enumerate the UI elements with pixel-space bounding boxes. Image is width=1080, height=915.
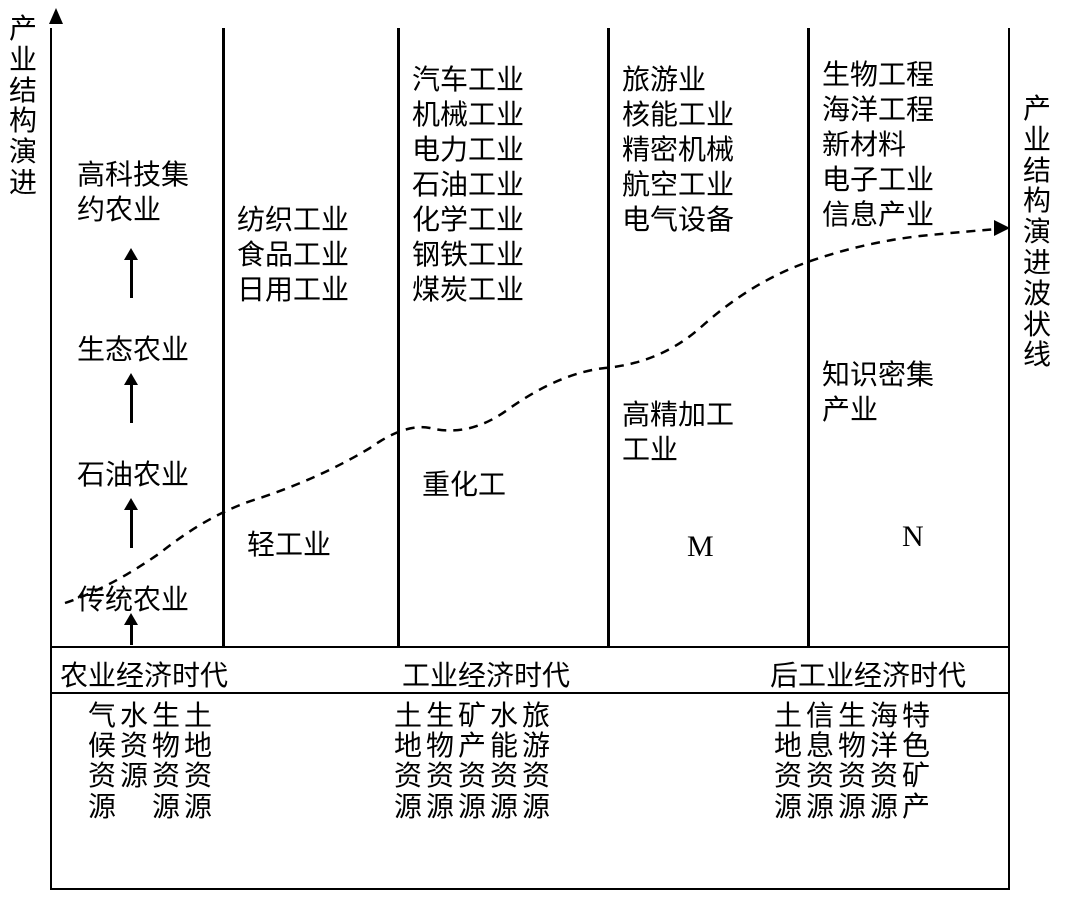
col2-lower: 轻工业 [247, 528, 331, 563]
diagram-container: 产 业 结 构 演 进 产 业 结 构 演 进 波 状 线 传统农业 石油农业 … [50, 10, 1010, 890]
arrow-up-icon [130, 383, 133, 423]
col3-upper: 汽车工业 机械工业 电力工业 石油工业 化学工业 钢铁工业 煤炭工业 [412, 63, 524, 308]
res-item: 气 候 资 源 [86, 702, 118, 823]
stage-eco-agri: 生态农业 [77, 333, 189, 368]
stage-hitech-agri: 高科技集 约农业 [77, 158, 189, 228]
col5-upper: 生物工程 海洋工程 新材料 电子工业 信息产业 [822, 58, 934, 233]
era-agri: 农业经济时代 [60, 654, 228, 694]
y-axis-label: 产 业 结 构 演 进 [8, 15, 38, 200]
res-item: 土 地 资 源 [392, 702, 424, 823]
col4-letter: M [687, 528, 714, 566]
col4-lower: 高精加工 工业 [622, 398, 734, 468]
col4-upper: 旅游业 核能工业 精密机械 航空工业 电气设备 [622, 63, 734, 238]
y-axis-arrow-icon [49, 8, 63, 24]
col5-letter: N [902, 518, 924, 556]
main-plot: 传统农业 石油农业 生态农业 高科技集 约农业 纺织工业 食品工业 日用工业 轻… [50, 28, 1010, 648]
res-group-2: 土 地 资 源 生 物 资 源 矿 产 资 源 水 能 资 源 旅 游 资 源 [392, 702, 552, 823]
res-item: 矿 产 资 源 [456, 702, 488, 823]
res-item: 信 息 资 源 [804, 702, 836, 823]
res-item: 生 物 资 源 [836, 702, 868, 823]
col-divider-3 [607, 28, 610, 646]
era-post-industrial: 后工业经济时代 [770, 654, 966, 694]
col3-lower: 重化工 [422, 468, 506, 503]
res-item: 水 能 资 源 [488, 702, 520, 823]
arrow-up-icon [130, 623, 133, 645]
right-axis-label: 产 业 结 构 演 进 波 状 线 [1022, 95, 1052, 372]
col5-lower: 知识密集 产业 [822, 358, 934, 428]
res-item: 生 物 资 源 [150, 702, 182, 823]
col-divider-2 [397, 28, 400, 646]
res-item: 海 洋 资 源 [868, 702, 900, 823]
res-group-3: 土 地 资 源 信 息 资 源 生 物 资 源 海 洋 资 源 特 色 矿 产 [772, 702, 932, 823]
era-industrial: 工业经济时代 [402, 654, 570, 694]
col-divider-1 [222, 28, 225, 646]
arrow-up-icon [130, 258, 133, 298]
arrow-up-icon [130, 508, 133, 548]
col2-upper: 纺织工业 食品工业 日用工业 [237, 203, 349, 308]
resources-row: 气 候 资 源 水 资 源 生 物 资 源 土 地 资 源 土 地 资 源 生 … [50, 694, 1010, 890]
era-row: 农业经济时代 工业经济时代 后工业经济时代 [50, 648, 1010, 694]
res-item: 土 地 资 源 [182, 702, 214, 823]
res-item: 特 色 矿 产 [900, 702, 932, 823]
stage-petro-agri: 石油农业 [77, 458, 189, 493]
res-item: 水 资 源 [118, 702, 150, 823]
res-item: 生 物 资 源 [424, 702, 456, 823]
res-item: 旅 游 资 源 [520, 702, 552, 823]
col-divider-4 [807, 28, 810, 646]
res-group-1: 气 候 资 源 水 资 源 生 物 资 源 土 地 资 源 [86, 702, 214, 823]
res-item: 土 地 资 源 [772, 702, 804, 823]
